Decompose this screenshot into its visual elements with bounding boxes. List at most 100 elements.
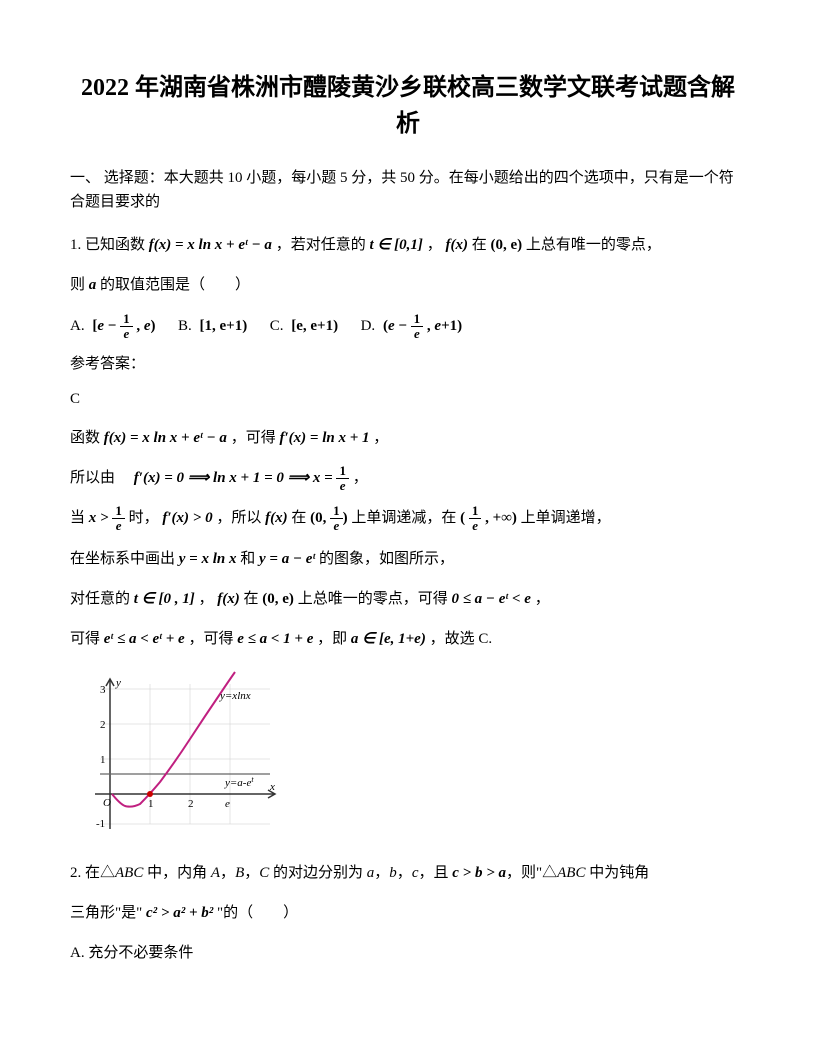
sol-math: t ∈ [0 , 1] xyxy=(134,591,195,607)
sol-text: 上总唯一的零点，可得 xyxy=(298,591,448,607)
q1-optB-label: B. xyxy=(178,318,192,334)
sol4: 在坐标系中画出 y = x ln x 和 y = a − eᵗ 的图象，如图所示… xyxy=(70,544,746,574)
sol-math: a ∈ [e, 1+e) xyxy=(351,631,426,647)
sol6: 可得 eᵗ ≤ a < eᵗ + e ，可得 e ≤ a < 1 + e ，即 … xyxy=(70,624,746,654)
answer: C xyxy=(70,386,746,413)
sol-text: 在坐标系中画出 xyxy=(70,551,179,567)
frac-1-e: 1e xyxy=(469,504,482,534)
sol-text: ， xyxy=(535,591,550,607)
sol-math: f(x) xyxy=(265,510,288,526)
q1-text: ， xyxy=(427,237,442,253)
sol-text: ，可得 xyxy=(188,631,233,647)
sol-math: e ≤ a < 1 + e xyxy=(237,631,313,647)
q2-A: A xyxy=(211,865,220,881)
graph: O 1 2 e 1 2 3 -1 x y y=xlnx y=a-et xyxy=(70,664,290,844)
sol-text: 可得 xyxy=(70,631,100,647)
sol-text: ，所以 xyxy=(216,510,265,526)
sol-text: 函数 xyxy=(70,430,100,446)
q2-text: "的（ ） xyxy=(217,905,298,921)
sol-math: , +∞) xyxy=(485,510,517,526)
q1-text: 的取值范围是（ ） xyxy=(100,277,250,293)
frac-1-e: 1e xyxy=(112,504,125,534)
q1-optD-label: D. xyxy=(361,318,376,334)
q1-text: 1. 已知函数 xyxy=(70,237,145,253)
svg-text:3: 3 xyxy=(100,684,106,696)
q2-text: ，且 xyxy=(418,865,452,881)
sol-math: f′(x) > 0 xyxy=(162,510,212,526)
q2-b: b xyxy=(389,865,397,881)
q1-optC-label: C. xyxy=(270,318,284,334)
svg-text:y: y xyxy=(115,677,121,689)
q2-ineq: c² > a² + b² xyxy=(146,905,213,921)
q1-text: ，若对任意的 xyxy=(276,237,366,253)
q2-text: 的对边分别为 xyxy=(269,865,367,881)
svg-text:e: e xyxy=(225,798,230,810)
q2-abc: ABC xyxy=(115,865,143,881)
sol-math: y = a − eᵗ xyxy=(259,551,315,567)
q2-text: ，则"△ xyxy=(506,865,557,881)
sol-math: f(x) = x ln x + eᵗ − a xyxy=(104,430,227,446)
section-header: 一、 选择题：本大题共 10 小题，每小题 5 分，共 50 分。在每小题给出的… xyxy=(70,166,746,214)
q1-text: 则 xyxy=(70,277,89,293)
sol-text: 在 xyxy=(291,510,310,526)
q2-line2: 三角形"是" c² > a² + b² "的（ ） xyxy=(70,898,746,928)
svg-text:1: 1 xyxy=(100,754,106,766)
q2-text: ， xyxy=(220,865,235,881)
q2-text: 2. 在△ xyxy=(70,865,115,881)
q2-text: 中，内角 xyxy=(143,865,211,881)
q1-a: a xyxy=(89,277,97,293)
sol-text: ，即 xyxy=(317,631,347,647)
q2-optA: A. 充分不必要条件 xyxy=(70,938,746,968)
q1-text: 上总有唯一的零点， xyxy=(526,237,661,253)
answer-label: 参考答案： xyxy=(70,351,746,378)
q1-optD-math: (e − 1e , e+1) xyxy=(383,318,462,334)
q1-fdef: f(x) = x ln x + eᵗ − a xyxy=(149,237,272,253)
sol-math: eᵗ ≤ a < eᵗ + e xyxy=(104,631,185,647)
sol-math: (0, xyxy=(310,510,330,526)
sol2: 所以由 f′(x) = 0 ⟹ ln x + 1 = 0 ⟹ x = 1e ， xyxy=(70,463,746,493)
q1-trange: t ∈ [0,1] xyxy=(369,237,422,253)
svg-text:1: 1 xyxy=(148,798,154,810)
q2-abc2: ABC xyxy=(557,865,585,881)
q1-optA-math: [e − 1e , e) xyxy=(92,318,155,334)
q1-fx: f(x) xyxy=(445,237,468,253)
sol-text: ，可得 xyxy=(231,430,276,446)
q2-text: 中为钝角 xyxy=(585,865,649,881)
q1-interval: (0, e) xyxy=(490,237,522,253)
frac-1-e: 1e xyxy=(330,504,343,534)
q1-intro2: 则 a 的取值范围是（ ） xyxy=(70,270,746,300)
q2-cond: c > b > a xyxy=(452,865,506,881)
q1-optC-math: [e, e+1) xyxy=(291,318,338,334)
q2-line1: 2. 在△ABC 中，内角 A，B，C 的对边分别为 a，b，c，且 c > b… xyxy=(70,858,746,888)
q1-optA-label: A. xyxy=(70,318,85,334)
sol-text: 所以由 xyxy=(70,470,115,486)
frac-1-e: 1e xyxy=(336,464,349,494)
sol-math: f(x) xyxy=(217,591,240,607)
q1-options: A. [e − 1e , e) B. [1, e+1) C. [e, e+1) … xyxy=(70,310,746,343)
sol-math: 0 ≤ a − eᵗ < e xyxy=(451,591,531,607)
sol-text: 当 xyxy=(70,510,89,526)
sol-text: 在 xyxy=(244,591,263,607)
sol-text: 对任意的 xyxy=(70,591,130,607)
q2-text: ， xyxy=(374,865,389,881)
svg-text:y=a-et: y=a-et xyxy=(224,775,254,789)
q1-intro: 1. 已知函数 f(x) = x ln x + eᵗ − a ，若对任意的 t … xyxy=(70,230,746,260)
q2-B: B xyxy=(235,865,244,881)
sol-text: ， xyxy=(353,470,368,486)
sol-math: y = x ln x xyxy=(179,551,237,567)
sol-math: f′(x) = ln x + 1 xyxy=(279,430,369,446)
sol-text: ，故选 C. xyxy=(430,631,493,647)
q2-C: C xyxy=(259,865,269,881)
sol-math: (0, e) xyxy=(262,591,294,607)
q1-optB-math: [1, e+1) xyxy=(200,318,248,334)
svg-text:2: 2 xyxy=(188,798,194,810)
sol-math: f′(x) = 0 ⟹ ln x + 1 = 0 ⟹ x = xyxy=(134,470,337,486)
sol-text: 上单调递减，在 xyxy=(351,510,460,526)
graph-svg: O 1 2 e 1 2 3 -1 x y y=xlnx y=a-et xyxy=(70,664,290,844)
svg-text:2: 2 xyxy=(100,719,106,731)
sol1: 函数 f(x) = x ln x + eᵗ − a ，可得 f′(x) = ln… xyxy=(70,423,746,453)
q2-text: 三角形"是" xyxy=(70,905,142,921)
q2-text: ， xyxy=(397,865,412,881)
sol-text: 和 xyxy=(240,551,259,567)
svg-text:-1: -1 xyxy=(96,818,105,830)
